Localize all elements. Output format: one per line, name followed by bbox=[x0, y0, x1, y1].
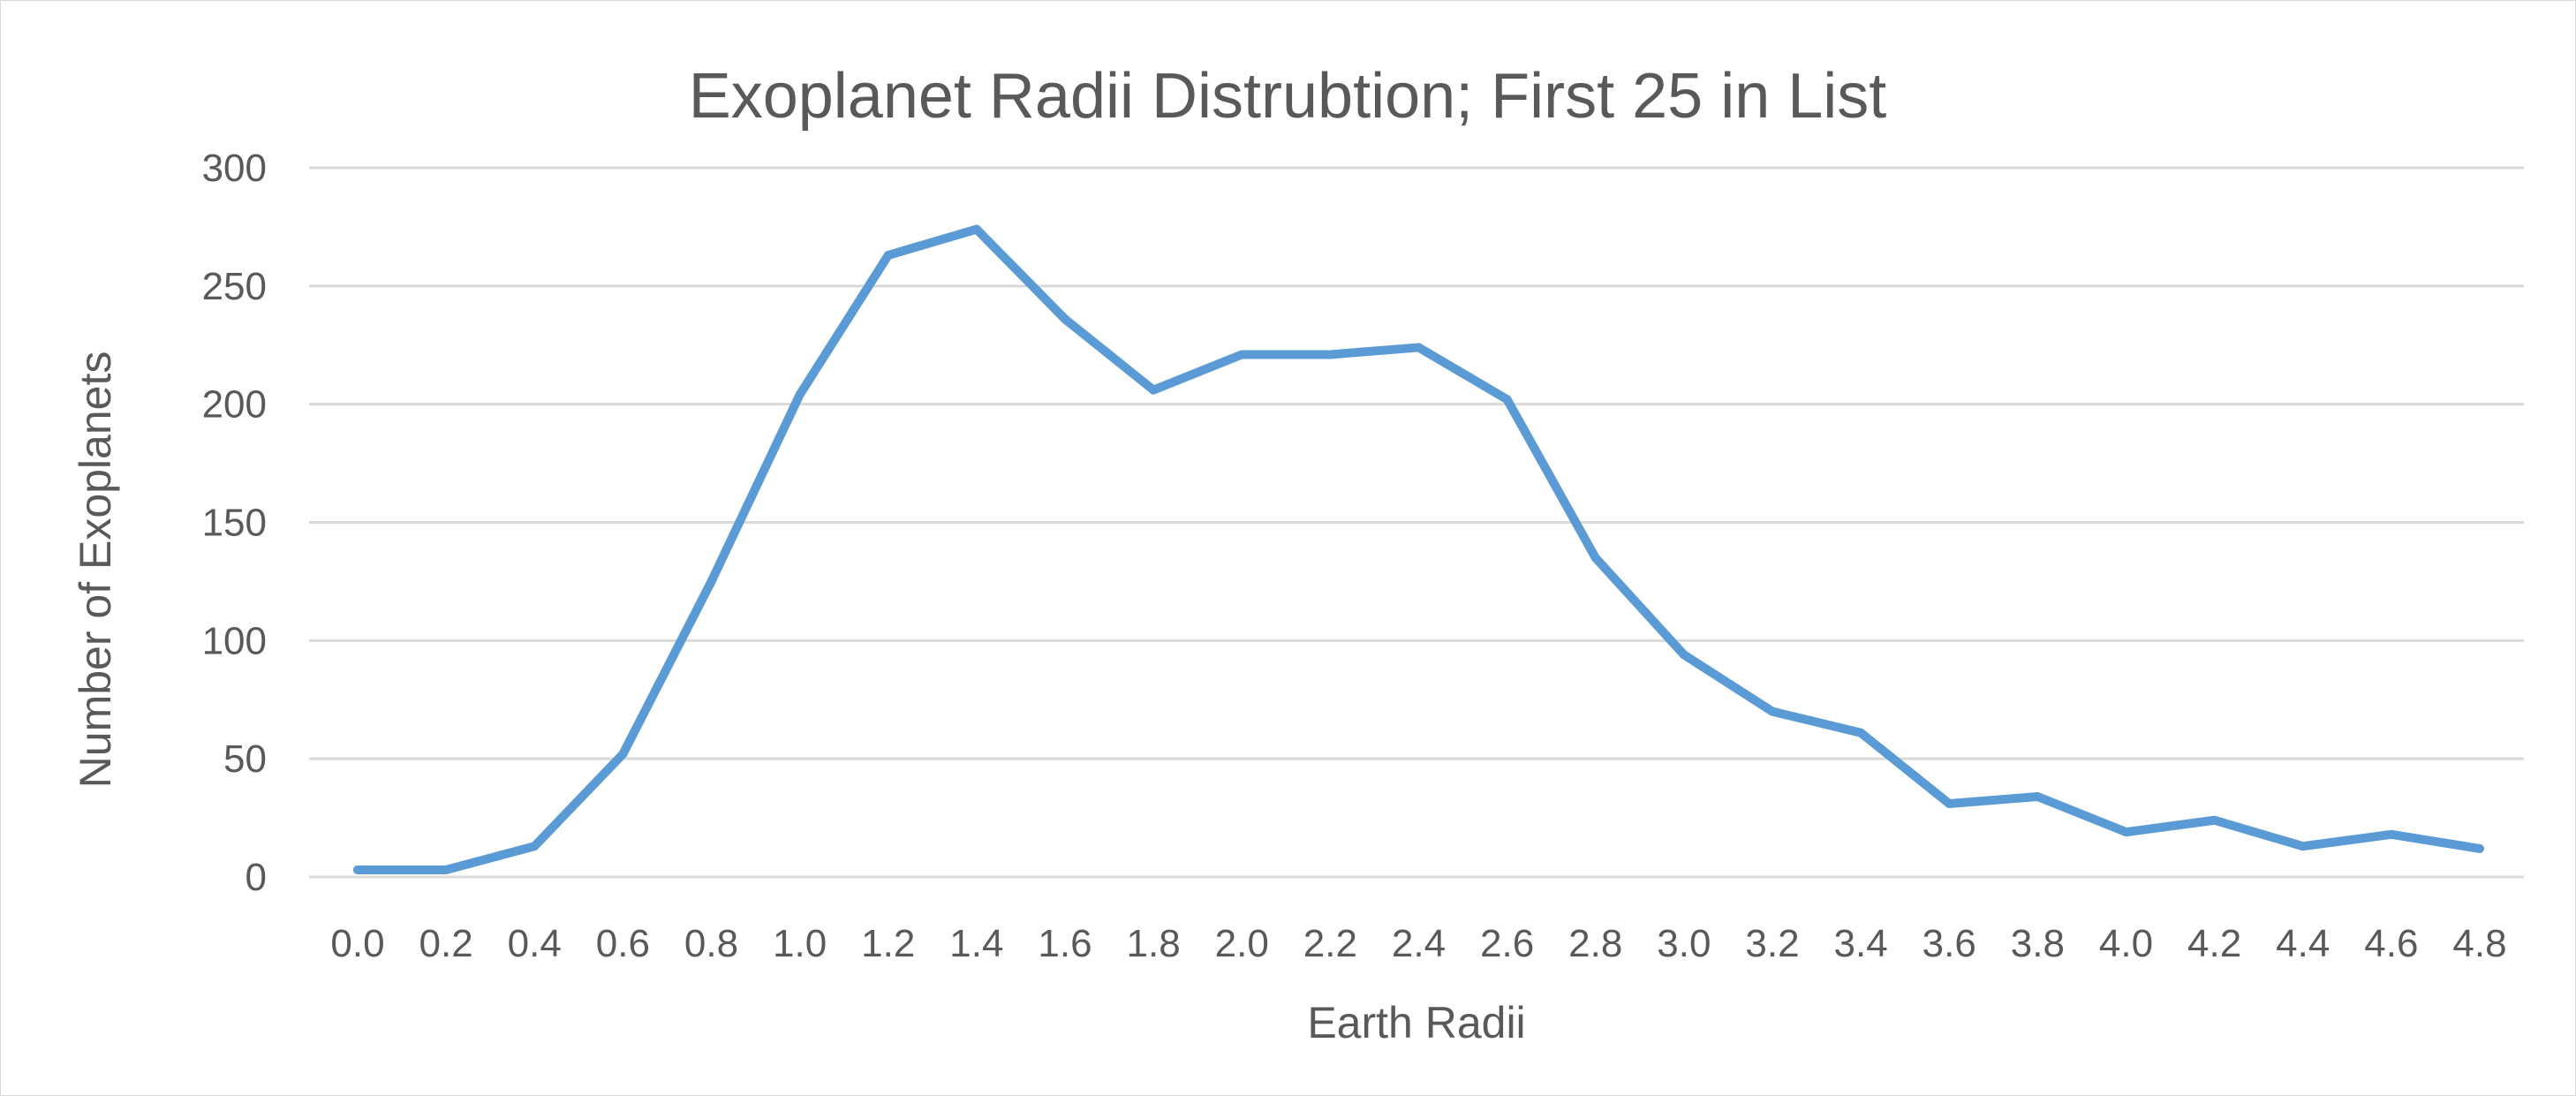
x-tick-label: 2.4 bbox=[1392, 922, 1446, 965]
data-point bbox=[2033, 791, 2043, 801]
y-tick-label: 100 bbox=[202, 619, 267, 662]
x-tick-label: 2.0 bbox=[1215, 922, 1269, 965]
data-point bbox=[2121, 828, 2131, 837]
data-point bbox=[706, 577, 716, 586]
data-point bbox=[530, 842, 540, 851]
y-tick-label: 150 bbox=[202, 502, 267, 545]
x-tick-label: 0.6 bbox=[596, 922, 650, 965]
x-tick-label: 4.2 bbox=[2187, 922, 2241, 965]
data-point bbox=[1326, 350, 1335, 359]
x-tick-label: 1.2 bbox=[861, 922, 915, 965]
y-tick-label: 300 bbox=[202, 147, 267, 190]
data-point bbox=[1679, 650, 1688, 660]
x-tick-label: 0.4 bbox=[508, 922, 562, 965]
x-axis-label: Earth Radii bbox=[1307, 998, 1525, 1047]
x-tick-label: 4.4 bbox=[2276, 922, 2330, 965]
x-tick-label: 0.0 bbox=[330, 922, 384, 965]
data-point bbox=[442, 865, 451, 874]
x-tick-label: 4.0 bbox=[2099, 922, 2153, 965]
data-point bbox=[1502, 395, 1512, 404]
chart-title: Exoplanet Radii Distrubtion; First 25 in… bbox=[689, 61, 1887, 132]
x-tick-label: 3.0 bbox=[1657, 922, 1711, 965]
x-tick-label: 3.6 bbox=[1923, 922, 1976, 965]
series-layer bbox=[353, 224, 2484, 874]
gridlines bbox=[309, 166, 2524, 879]
series-line bbox=[353, 224, 2484, 874]
x-tick-label: 1.6 bbox=[1038, 922, 1092, 965]
x-tick-label: 2.2 bbox=[1303, 922, 1357, 965]
x-tick-label: 1.0 bbox=[773, 922, 827, 965]
data-point bbox=[883, 251, 893, 261]
data-point bbox=[1945, 799, 1954, 809]
y-axis-ticks: 0 50 100 150 200 250 300 bbox=[202, 147, 267, 899]
x-tick-label: 4.8 bbox=[2452, 922, 2506, 965]
y-tick-label: 0 bbox=[246, 856, 267, 899]
data-point bbox=[2298, 842, 2308, 851]
x-tick-label: 3.4 bbox=[1834, 922, 1888, 965]
data-point bbox=[1149, 385, 1159, 395]
x-tick-label: 0.2 bbox=[419, 922, 473, 965]
data-point bbox=[1856, 728, 1866, 737]
x-tick-label: 3.2 bbox=[1745, 922, 1799, 965]
y-tick-label: 50 bbox=[223, 737, 267, 781]
x-tick-label: 1.4 bbox=[949, 922, 1003, 965]
x-tick-label: 2.6 bbox=[1480, 922, 1534, 965]
x-tick-label: 1.8 bbox=[1127, 922, 1181, 965]
data-point bbox=[618, 749, 628, 759]
x-tick-label: 0.8 bbox=[684, 922, 738, 965]
data-point bbox=[2210, 815, 2219, 825]
data-point bbox=[1590, 553, 1600, 563]
x-tick-label: 3.8 bbox=[2011, 922, 2065, 965]
x-tick-label: 2.8 bbox=[1568, 922, 1622, 965]
x-tick-label: 4.6 bbox=[2364, 922, 2418, 965]
data-point bbox=[353, 865, 362, 874]
data-point bbox=[1414, 343, 1424, 352]
data-point bbox=[1768, 707, 1777, 716]
data-point bbox=[1237, 350, 1247, 359]
data-point bbox=[2475, 843, 2484, 853]
x-axis-ticks: 0.0 0.2 0.4 0.6 0.8 1.0 1.2 1.4 1.6 1.8 2.0 2.2 2.4 2… bbox=[330, 922, 2506, 965]
data-point bbox=[1061, 314, 1069, 324]
y-tick-label: 200 bbox=[202, 383, 267, 427]
data-point bbox=[795, 389, 805, 399]
y-tick-label: 250 bbox=[202, 265, 267, 308]
data-point bbox=[971, 224, 981, 234]
data-point bbox=[2386, 829, 2396, 839]
y-axis-label: Number of Exoplanets bbox=[71, 351, 120, 789]
